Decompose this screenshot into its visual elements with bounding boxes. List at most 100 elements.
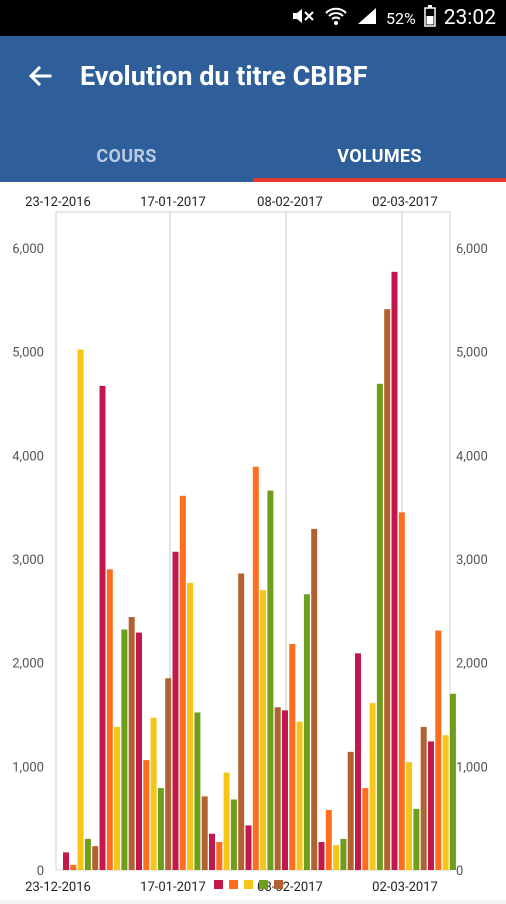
volume-bar[interactable]: [325, 809, 332, 870]
y-tick-left-5: 5,000: [12, 346, 44, 361]
volume-bar[interactable]: [209, 833, 215, 870]
tab-cours-label: COURS: [96, 145, 157, 167]
volume-bar[interactable]: [398, 512, 405, 870]
volume-bar[interactable]: [413, 808, 420, 870]
volume-bar[interactable]: [92, 846, 99, 870]
volume-bar[interactable]: [376, 383, 383, 870]
bottom-date-label-0: 23-12-2016: [25, 880, 91, 895]
volume-bar[interactable]: [150, 717, 157, 870]
mute-icon: [290, 6, 316, 30]
battery-icon: [423, 5, 436, 31]
volume-bar[interactable]: [355, 653, 361, 870]
y-tick-left-3: 3,000: [12, 553, 44, 568]
wifi-icon: [324, 6, 348, 30]
y-tick-right-4: 4,000: [456, 449, 488, 464]
volume-bar[interactable]: [384, 309, 391, 870]
status-bar: 52% 23:02: [0, 0, 506, 36]
tab-volumes-label: VOLUMES: [337, 145, 422, 167]
volume-bar[interactable]: [99, 385, 106, 870]
volume-bar[interactable]: [70, 864, 77, 870]
volume-bar[interactable]: [136, 632, 142, 870]
signal-icon: [356, 6, 378, 30]
volume-bar[interactable]: [289, 644, 296, 870]
legend-swatch: [259, 880, 268, 889]
volume-bar[interactable]: [333, 845, 340, 870]
volume-bar[interactable]: [252, 466, 259, 870]
tab-indicator: [253, 178, 506, 182]
clock: 23:02: [443, 6, 496, 30]
volume-bar[interactable]: [391, 271, 398, 871]
volume-bar[interactable]: [274, 707, 281, 870]
legend-swatch: [229, 880, 238, 889]
volume-bar[interactable]: [84, 838, 91, 870]
volume-bar[interactable]: [187, 582, 194, 870]
top-date-label-2: 08-02-2017: [257, 195, 323, 210]
legend-swatch: [244, 880, 253, 889]
volume-bar[interactable]: [77, 349, 84, 871]
volume-bar[interactable]: [420, 726, 427, 870]
volume-bar[interactable]: [121, 629, 128, 870]
volume-chart[interactable]: 0 0 1,000 1,000 2,000 2,000 3,000 3,000 4,000 4,0…: [0, 182, 506, 900]
volume-bar[interactable]: [201, 796, 208, 870]
volume-bar[interactable]: [63, 852, 69, 870]
legend-swatch: [214, 880, 223, 889]
volume-bar[interactable]: [245, 825, 252, 870]
volume-bar[interactable]: [369, 703, 376, 870]
volume-bar[interactable]: [435, 630, 442, 870]
top-date-label-0: 23-12-2016: [25, 195, 91, 210]
tab-bar: COURS VOLUMES: [0, 130, 506, 182]
y-tick-right-1: 1,000: [456, 760, 488, 775]
volume-bar[interactable]: [442, 735, 449, 870]
bottom-date-label-1: 17-01-2017: [140, 880, 206, 895]
volume-bar[interactable]: [172, 551, 179, 870]
volume-bar[interactable]: [340, 838, 347, 870]
volume-bar[interactable]: [216, 842, 223, 870]
volume-bar[interactable]: [260, 590, 267, 870]
volume-bar[interactable]: [223, 772, 230, 870]
bottom-date-label-2: 08-02-2017: [257, 880, 323, 895]
volume-bar[interactable]: [362, 788, 369, 870]
volume-bar[interactable]: [428, 741, 434, 870]
app-bar: Evolution du titre CBIBF COURS VOLUMES: [0, 36, 506, 182]
volume-bar[interactable]: [194, 712, 201, 870]
volume-bar[interactable]: [238, 573, 245, 870]
y-tick-right-3: 3,000: [456, 553, 488, 568]
volume-bar[interactable]: [143, 760, 150, 870]
volume-bar[interactable]: [449, 693, 456, 870]
volume-bar[interactable]: [128, 617, 135, 870]
top-date-label-3: 02-03-2017: [372, 195, 438, 210]
status-icons: 52% 23:02: [290, 5, 496, 31]
volume-chart-panel: 0 0 1,000 1,000 2,000 2,000 3,000 3,000 4,000 4,0…: [0, 182, 506, 900]
y-tick-right-5: 5,000: [456, 346, 488, 361]
page-title: Evolution du titre CBIBF: [80, 60, 368, 92]
volume-bar[interactable]: [318, 842, 325, 870]
volume-bar[interactable]: [106, 569, 113, 870]
volume-bar[interactable]: [230, 799, 237, 870]
top-date-label-1: 17-01-2017: [140, 195, 206, 210]
volume-bar[interactable]: [165, 678, 172, 870]
y-tick-right-6: 6,000: [456, 242, 488, 257]
tab-volumes[interactable]: VOLUMES: [253, 130, 506, 182]
y-tick-left-0: 0: [37, 864, 44, 879]
y-tick-right-2: 2,000: [456, 657, 488, 672]
volume-bar[interactable]: [406, 762, 413, 870]
volume-bar[interactable]: [267, 490, 274, 870]
battery-percent: 52%: [386, 8, 416, 28]
volume-bar[interactable]: [311, 528, 318, 870]
volume-bar[interactable]: [347, 751, 354, 870]
volume-bar[interactable]: [179, 495, 186, 870]
volume-bar[interactable]: [114, 726, 121, 870]
volume-bar[interactable]: [303, 594, 310, 870]
tab-cours[interactable]: COURS: [0, 130, 253, 182]
y-tick-left-4: 4,000: [12, 449, 44, 464]
back-arrow-icon[interactable]: [22, 58, 58, 94]
y-tick-left-2: 2,000: [12, 657, 44, 672]
y-tick-left-1: 1,000: [12, 760, 44, 775]
y-tick-left-6: 6,000: [12, 242, 44, 257]
y-tick-right-0: 0: [456, 864, 463, 879]
volume-bar[interactable]: [282, 710, 288, 870]
legend-swatch: [274, 880, 283, 889]
volume-bar[interactable]: [157, 788, 164, 870]
bottom-date-label-3: 02-03-2017: [372, 880, 438, 895]
volume-bar[interactable]: [296, 721, 303, 870]
